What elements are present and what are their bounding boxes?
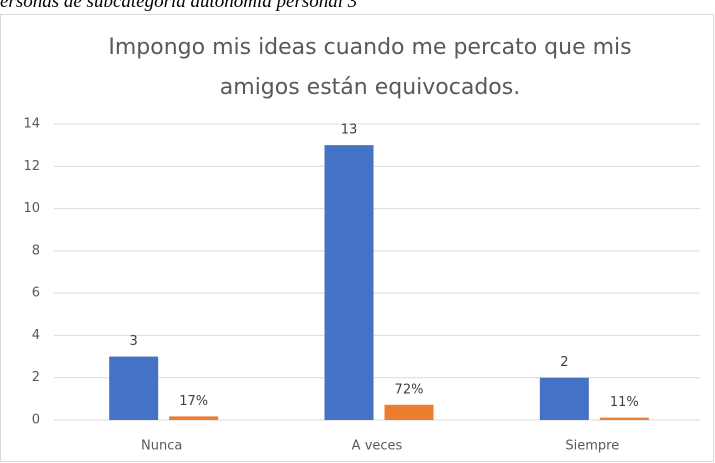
- bar: [169, 416, 219, 420]
- data-label: 2: [560, 355, 568, 370]
- bar: [539, 377, 589, 420]
- chart-title: Impongo mis ideas cuando me percato que …: [108, 35, 631, 60]
- y-tick-label: 12: [23, 159, 40, 174]
- data-label: 3: [130, 334, 138, 349]
- data-label: 11%: [610, 395, 639, 410]
- x-tick-label: A veces: [352, 439, 403, 454]
- chart-border: [0, 14, 714, 462]
- bar: [109, 356, 159, 420]
- x-tick-label: Siempre: [565, 439, 619, 454]
- data-label: 13: [341, 123, 358, 138]
- data-label: 17%: [179, 394, 208, 409]
- chart-title: amigos están equivocados.: [220, 75, 520, 100]
- bar: [384, 404, 434, 420]
- bar: [324, 145, 374, 420]
- y-tick-label: 8: [32, 243, 40, 258]
- y-tick-label: 4: [32, 328, 40, 343]
- x-tick-label: Nunca: [141, 439, 182, 454]
- y-tick-label: 6: [32, 286, 40, 301]
- data-label: 72%: [395, 382, 424, 397]
- y-tick-label: 14: [23, 117, 40, 132]
- y-tick-label: 10: [23, 201, 40, 216]
- y-tick-label: 2: [32, 370, 40, 385]
- y-tick-label: 0: [32, 413, 40, 428]
- caption: ersonas de subcategoría autonomía person…: [0, 0, 358, 12]
- bar: [599, 417, 649, 420]
